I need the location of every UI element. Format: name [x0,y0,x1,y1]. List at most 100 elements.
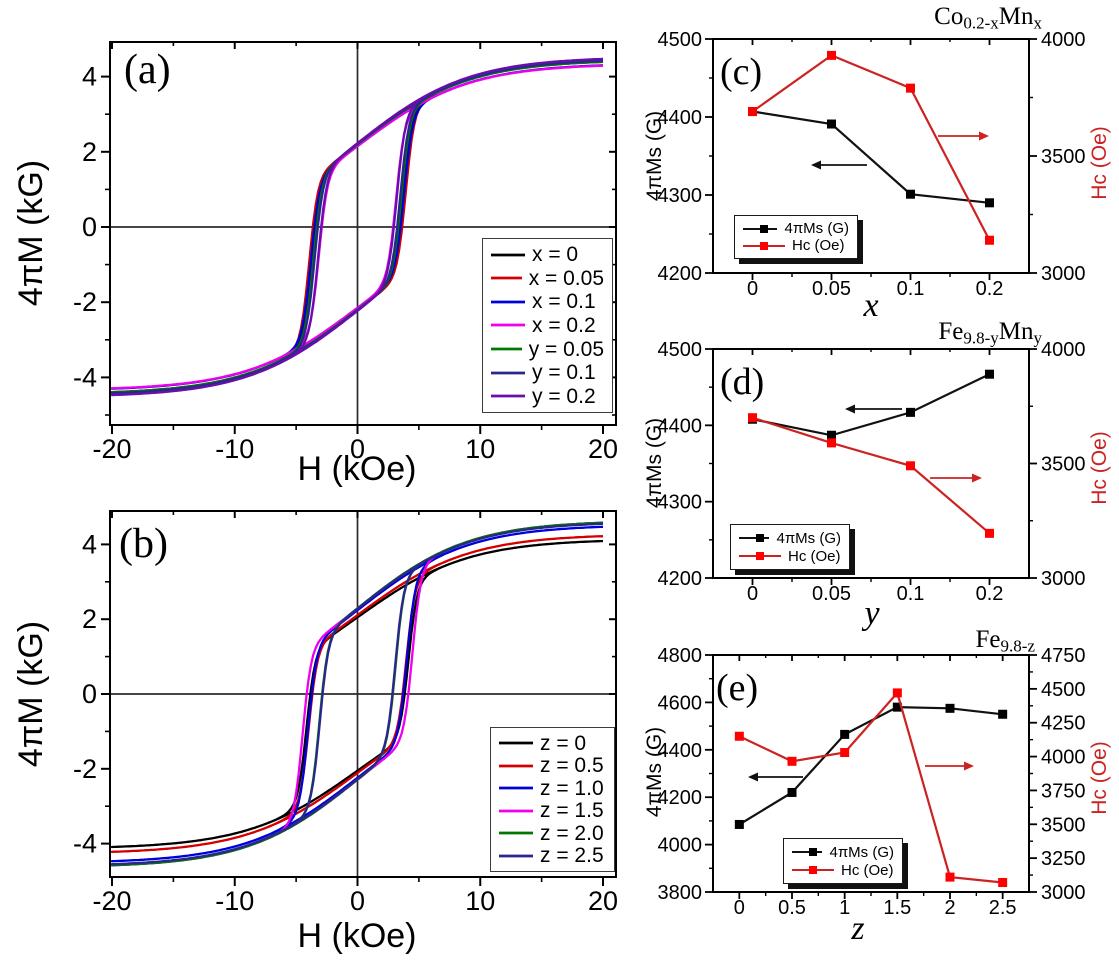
svg-text:3250: 3250 [1041,848,1086,870]
legend-entry-label: z = 0 [540,731,587,755]
legend-line-swatch [491,371,525,374]
panel-b-x-axis-label: H (kOe) [297,917,417,955]
svg-text:3000: 3000 [1041,882,1086,904]
legend-line-marker-swatch [792,848,823,856]
panel-d-x-axis-label: y [864,595,880,632]
svg-text:0.05: 0.05 [812,583,851,605]
legend-line-marker-swatch [739,534,770,542]
svg-text:-10: -10 [215,434,254,464]
svg-text:2.5: 2.5 [989,897,1017,919]
svg-text:3500: 3500 [1041,454,1086,476]
legend-entry: y = 0.2 [491,386,604,407]
legend-entry: z = 0 [499,733,606,754]
legend-line-marker-swatch [739,552,781,560]
svg-text:0: 0 [747,583,758,605]
panel-e-title: Fe9.8-z [975,626,1035,656]
svg-text:3500: 3500 [1041,146,1086,168]
svg-text:0: 0 [82,212,97,242]
panel-d-letter: (d) [720,361,765,403]
legend-entry: x = 0.1 [491,291,604,312]
legend-entry-label: z = 2.5 [540,844,604,868]
legend-line-swatch [491,276,522,280]
svg-text:0: 0 [734,897,745,919]
legend-line-marker-swatch [743,224,778,233]
svg-text:-20: -20 [92,434,131,464]
svg-text:4250: 4250 [1041,713,1086,735]
legend-line-marker-swatch [792,866,834,874]
legend-entry-label: Hc (Oe) [792,237,845,254]
svg-text:4600: 4600 [658,692,703,714]
svg-text:-4: -4 [73,829,97,859]
svg-text:-10: -10 [215,886,254,916]
panel-c-right-axis-label: Hc (Oe) [1088,126,1111,200]
legend-entry: 4πMs (G) [743,221,849,236]
svg-text:2: 2 [82,604,97,634]
legend-line-swatch [491,253,525,257]
svg-text:2: 2 [944,897,955,919]
svg-text:0.1: 0.1 [897,278,925,300]
legend-entry: x = 0.2 [491,315,604,336]
svg-text:0: 0 [747,278,758,300]
svg-text:4500: 4500 [658,339,703,361]
panel-e-legend: 4πMs (G) Hc (Oe) [783,838,903,884]
svg-text:-20: -20 [92,886,131,916]
panel-a-legend: x = 0 x = 0.05 x = 0.1 x = 0.2 y = 0.05 … [482,238,613,413]
panel-e-x-axis-label: z [851,910,865,947]
panel-c-title: Co0.2-xMnx [934,3,1042,33]
legend-entry-label: y = 0.2 [532,384,596,408]
svg-text:0.5: 0.5 [778,897,806,919]
panel-b-legend: z = 0 z = 0.5 z = 1.0 z = 1.5 z = 2.0 z … [490,727,615,872]
panel-a-letter: (a) [124,47,171,93]
legend-entry: y = 0.05 [491,339,604,360]
legend-entry-label: Hc (Oe) [841,861,894,879]
svg-text:4800: 4800 [658,645,703,667]
svg-text:4500: 4500 [658,29,703,51]
svg-text:4300: 4300 [658,492,703,514]
svg-text:4: 4 [82,62,97,92]
svg-text:4: 4 [82,529,97,559]
svg-text:0: 0 [350,886,365,916]
svg-text:4500: 4500 [1041,679,1086,701]
panel-d-right-axis-label: Hc (Oe) [1088,431,1111,505]
legend-entry: z = 2.0 [499,823,606,844]
svg-text:4000: 4000 [1041,747,1086,769]
legend-entry: Hc (Oe) [792,863,894,878]
svg-text:0.2: 0.2 [976,278,1004,300]
legend-entry-label: y = 0.1 [532,361,596,385]
svg-text:20: 20 [588,434,618,464]
svg-text:4750: 4750 [1041,645,1086,667]
svg-text:-4: -4 [73,362,97,392]
panel-b-y-axis-label: 4πM (kG) [12,620,50,768]
panel-c-x-axis-label: x [863,287,879,324]
svg-text:4200: 4200 [658,568,703,590]
legend-entry: x = 0 [491,244,604,265]
legend-entry-label: x = 0.05 [528,266,604,290]
svg-text:0.2: 0.2 [976,583,1004,605]
panel-e-left-axis-label: 4πMs (G) [643,726,666,818]
legend-entry: x = 0.05 [491,268,604,289]
svg-text:3000: 3000 [1041,568,1086,590]
panel-c-letter: (c) [720,51,763,93]
legend-entry-label: z = 2.0 [540,821,604,845]
legend-line-swatch [499,764,533,768]
panel-e-letter: (e) [716,667,759,709]
legend-entry-label: x = 0.1 [532,290,596,314]
svg-text:4000: 4000 [658,835,703,857]
legend-entry: Hc (Oe) [739,549,841,564]
legend-entry: z = 0.5 [499,755,606,776]
panel-c-legend: 4πMs (G) Hc (Oe) [734,215,858,259]
panel-d-legend: 4πMs (G) Hc (Oe) [730,524,850,570]
legend-line-swatch [499,786,533,790]
svg-text:3750: 3750 [1041,780,1086,802]
legend-line-marker-swatch [743,241,785,250]
svg-text:10: 10 [465,886,495,916]
svg-text:1: 1 [839,897,850,919]
panel-e-right-axis-label: Hc (Oe) [1088,741,1111,815]
svg-text:3000: 3000 [1041,263,1086,285]
svg-text:0: 0 [350,434,365,464]
legend-entry: y = 0.1 [491,362,604,383]
legend-entry-label: z = 0.5 [540,754,604,778]
svg-text:4400: 4400 [658,415,703,437]
legend-entry-label: y = 0.05 [528,337,604,361]
